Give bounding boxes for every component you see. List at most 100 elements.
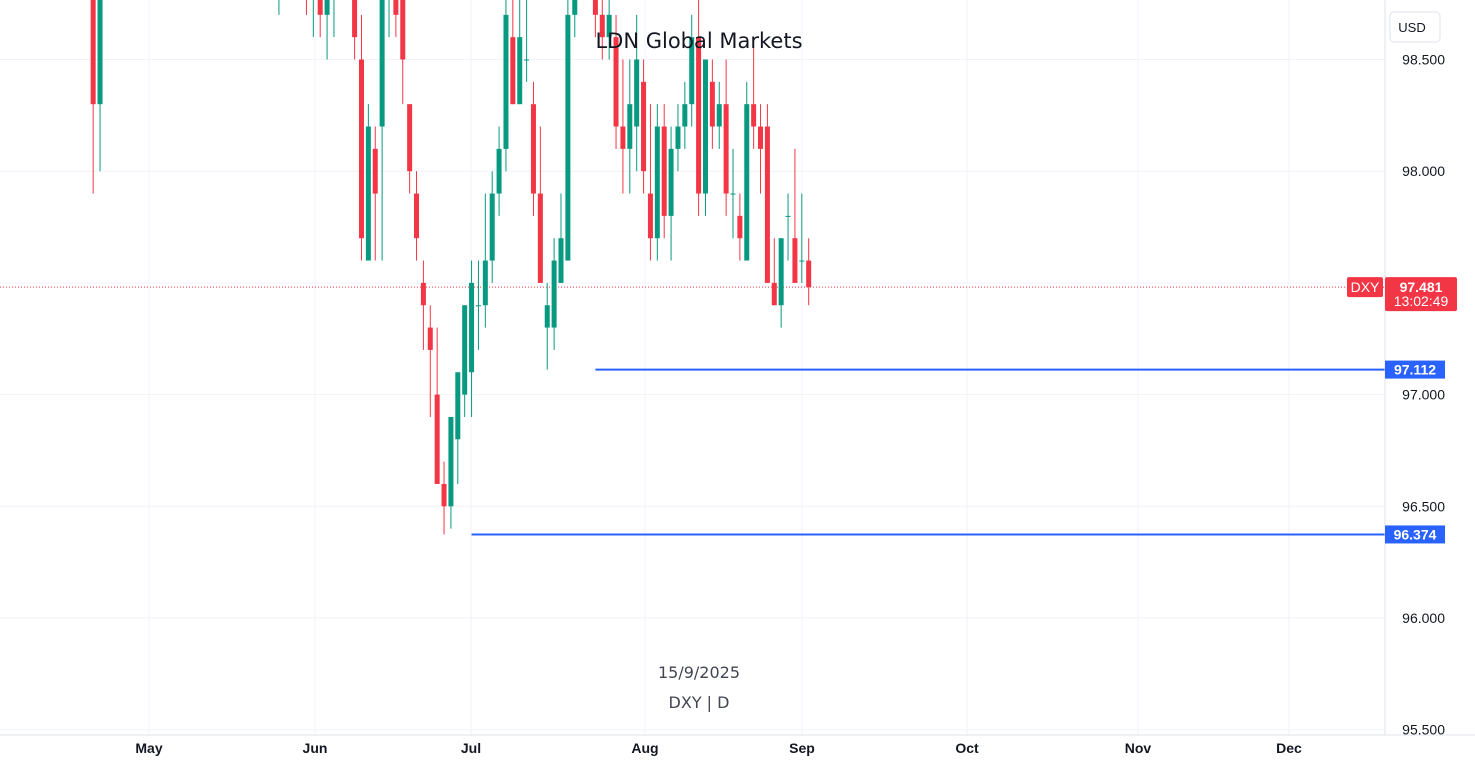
candle[interactable]	[737, 193, 743, 261]
candle-body	[744, 104, 750, 261]
price-axis[interactable]: 101.000100.500100.00099.50099.00098.5009…	[1394, 0, 1445, 738]
candle[interactable]	[675, 104, 681, 172]
candle-body	[668, 148, 674, 216]
candle[interactable]	[785, 193, 791, 261]
candle[interactable]	[434, 327, 440, 484]
candle[interactable]	[806, 238, 812, 306]
candle-body	[689, 37, 695, 105]
candle[interactable]	[448, 416, 454, 529]
candle[interactable]	[324, 0, 330, 60]
candle[interactable]	[723, 59, 729, 216]
price-tick-label: 95.500	[1402, 722, 1445, 738]
candle[interactable]	[379, 0, 385, 261]
candle[interactable]	[668, 126, 674, 261]
last-price-tag	[1385, 277, 1457, 312]
candle[interactable]	[702, 59, 708, 216]
currency-button[interactable]: USD	[1389, 11, 1441, 43]
candle-body	[510, 37, 516, 105]
candle-body	[723, 104, 729, 194]
candle[interactable]	[682, 81, 688, 149]
price-tick-label: 96.000	[1402, 610, 1445, 626]
candle[interactable]	[400, 0, 406, 105]
candle[interactable]	[414, 171, 420, 261]
candle[interactable]	[551, 238, 557, 350]
candle[interactable]	[530, 81, 536, 216]
candle[interactable]	[537, 126, 543, 283]
candle[interactable]	[758, 104, 764, 194]
candlestick-series[interactable]	[43, 0, 812, 535]
candle[interactable]	[606, 0, 612, 60]
candle[interactable]	[462, 305, 468, 417]
candle[interactable]	[709, 59, 715, 149]
symbol-tag	[1347, 277, 1383, 298]
candle[interactable]	[97, 0, 103, 172]
candle[interactable]	[751, 37, 757, 149]
candle-body	[482, 260, 488, 306]
candle[interactable]	[90, 0, 96, 194]
price-tick-label: 97.000	[1402, 387, 1445, 403]
candle[interactable]	[792, 148, 798, 283]
candle[interactable]	[331, 0, 336, 38]
candle[interactable]	[627, 59, 633, 194]
candle-body	[806, 260, 812, 288]
candle[interactable]	[517, 0, 523, 105]
candle[interactable]	[764, 104, 770, 283]
candle[interactable]	[613, 14, 619, 149]
candle[interactable]	[716, 81, 722, 149]
candle[interactable]	[365, 104, 371, 261]
candle[interactable]	[469, 260, 475, 417]
horizontal-level-lines[interactable]	[471, 368, 1385, 536]
candle-body	[455, 372, 461, 440]
candle[interactable]	[441, 461, 447, 535]
candle[interactable]	[558, 193, 564, 283]
candle[interactable]	[654, 104, 660, 261]
candle[interactable]	[592, 0, 598, 38]
candle[interactable]	[482, 193, 488, 328]
candle[interactable]	[778, 238, 784, 328]
candle-body	[524, 59, 530, 61]
candle[interactable]	[427, 305, 433, 417]
candle[interactable]	[358, 14, 364, 261]
candle[interactable]	[489, 171, 495, 283]
candle[interactable]	[393, 0, 399, 38]
candle[interactable]	[572, 0, 578, 38]
candle[interactable]	[730, 148, 736, 239]
candle[interactable]	[420, 260, 426, 350]
candle[interactable]	[696, 0, 702, 216]
candle[interactable]	[689, 14, 695, 127]
candle[interactable]	[799, 193, 805, 283]
candle[interactable]	[524, 0, 530, 82]
candle-body	[716, 104, 722, 127]
candle[interactable]	[744, 81, 750, 261]
candle[interactable]	[311, 0, 316, 38]
candle[interactable]	[599, 0, 605, 60]
candle[interactable]	[544, 282, 550, 370]
candle[interactable]	[634, 14, 640, 172]
time-tick-label: Aug	[631, 740, 658, 756]
watermark-symbol: DXY | D	[669, 693, 730, 712]
candle[interactable]	[503, 0, 509, 172]
candle[interactable]	[372, 126, 378, 261]
candle[interactable]	[510, 0, 516, 105]
time-axis[interactable]: May Jun Jul Aug Sep Oct Nov Dec	[135, 740, 1302, 756]
candle[interactable]	[641, 59, 647, 194]
candle[interactable]	[620, 59, 626, 194]
candle-body	[799, 260, 805, 262]
candle[interactable]	[771, 238, 777, 306]
candle[interactable]	[317, 0, 323, 38]
candle[interactable]	[387, 0, 392, 38]
candle[interactable]	[496, 126, 502, 216]
level-tag	[1385, 360, 1445, 379]
candle[interactable]	[565, 0, 571, 261]
candle[interactable]	[407, 104, 413, 194]
level-tag-label: 96.374	[1394, 526, 1437, 542]
candle-body	[654, 126, 660, 239]
candle[interactable]	[475, 260, 481, 350]
candle[interactable]	[352, 0, 358, 60]
candle[interactable]	[455, 372, 461, 484]
candle[interactable]	[647, 104, 653, 261]
level-tag	[1385, 525, 1445, 544]
candle[interactable]	[661, 104, 667, 239]
